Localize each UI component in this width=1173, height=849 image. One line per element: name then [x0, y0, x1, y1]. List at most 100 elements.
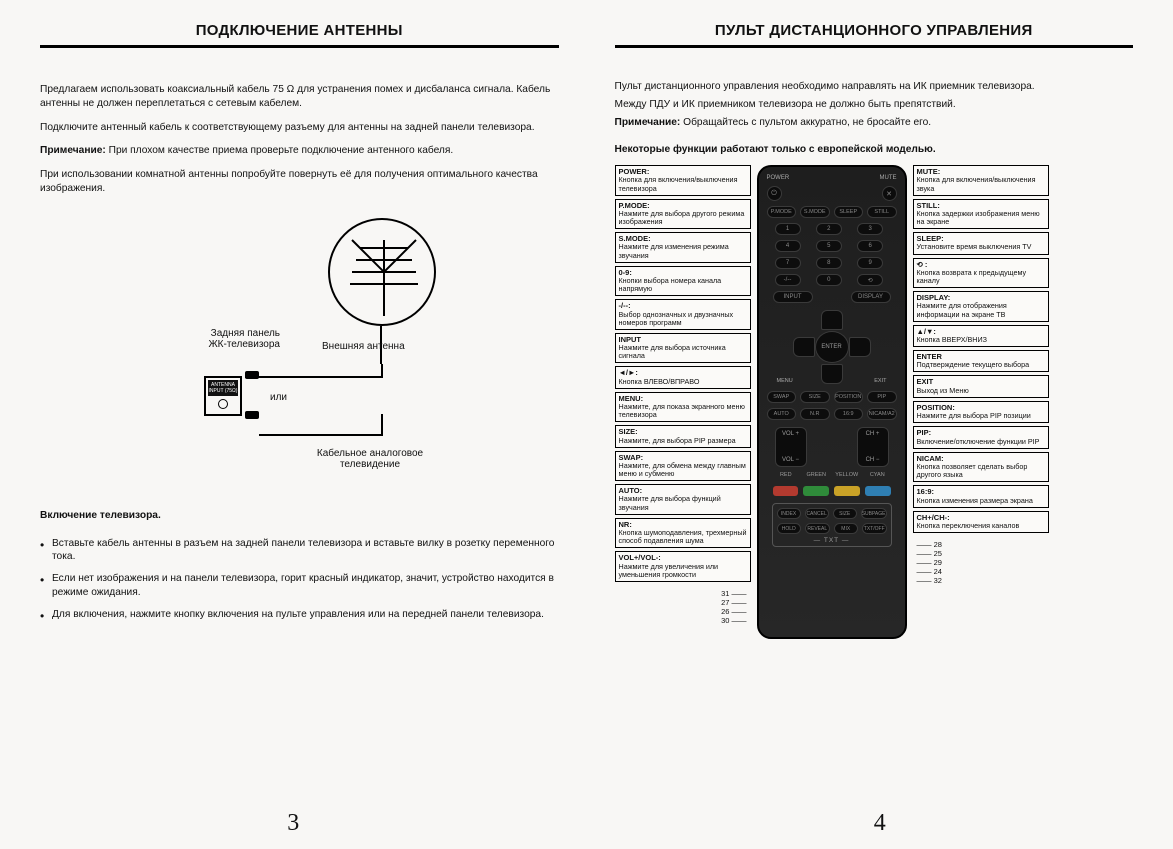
label-catv: Кабельное аналоговоетелевидение [300, 448, 440, 471]
outdoor-antenna-icon [330, 220, 438, 328]
enter-button[interactable]: ENTER [815, 331, 849, 363]
callout: SWAP:Нажмите, для обмена между главным м… [615, 451, 751, 482]
callout: SLEEP:Установите время выключения TV [913, 232, 1049, 254]
color-button[interactable] [865, 486, 891, 496]
fn-button[interactable]: AUTO [767, 408, 797, 420]
ttx-button[interactable]: TXT/OFF [862, 523, 887, 534]
pip-button[interactable]: PIP [867, 391, 897, 403]
digit-button[interactable]: 4 [775, 240, 801, 252]
mode-button[interactable]: S.MODE [800, 206, 830, 218]
intro-block: Предлагаем использовать коаксиальный каб… [40, 73, 559, 196]
note-text: Обращайтесь с пультом аккуратно, не брос… [683, 117, 931, 128]
ch-up-label: CH + [866, 431, 880, 437]
tv-jack-icon [218, 399, 228, 409]
color-label: CYAN [864, 472, 891, 478]
digit-button[interactable]: 3 [857, 223, 883, 235]
callout: STILL:Кнопка задержки изображения меню н… [913, 199, 1049, 230]
power-button[interactable]: ⏻ [767, 186, 782, 201]
pip-button[interactable]: POSITION [834, 391, 864, 403]
color-button[interactable] [834, 486, 860, 496]
callout: ⟲ :Кнопка возврата к предыдущему каналу [913, 258, 1049, 289]
callout: S.MODE:Нажмите для изменения режима звуч… [615, 232, 751, 263]
connector-icon [245, 371, 259, 379]
label-back-panel: Задняя панельЖК-телевизора [180, 328, 280, 351]
ttx-button[interactable]: MIX [834, 523, 859, 534]
mode-button[interactable]: STILL [867, 206, 897, 218]
mode-button[interactable]: SLEEP [834, 206, 864, 218]
ttx-button[interactable]: CANCEL [805, 508, 829, 519]
ttx-button[interactable]: INDEX [777, 508, 801, 519]
btn-label: POWER [767, 175, 790, 181]
callout: EXITВыход из Меню [913, 375, 1049, 397]
color-button[interactable] [803, 486, 829, 496]
callout: DISPLAY:Нажмите для отображения информац… [913, 291, 1049, 322]
para-2: Подключите антенный кабель к соответству… [40, 121, 559, 135]
ch-dn-label: CH − [866, 457, 880, 463]
vol-up-label: VOL + [782, 431, 799, 437]
index-numbers: 31 ——27 ——26 ——30 —— [615, 585, 751, 625]
mode-button[interactable]: P.MODE [767, 206, 797, 218]
callout: CH+/CH-:Кнопка переключения каналов [913, 511, 1049, 533]
digit-button[interactable]: 2 [816, 223, 842, 235]
remote-row: HOLDREVEAL MIXTXT/OFF [777, 523, 887, 534]
dpad-left[interactable] [793, 337, 815, 357]
dpad-right[interactable] [849, 337, 871, 357]
digit-button[interactable]: 5 [816, 240, 842, 252]
color-label: YELLOW [834, 472, 861, 478]
callout: ◄/►:Кнопка ВЛЕВО/ВПРАВО [615, 366, 751, 388]
color-labels-row: REDGREENYELLOWCYAN [767, 472, 897, 478]
fn-button[interactable]: 16:9 [834, 408, 864, 420]
pip-button[interactable]: SIZE [800, 391, 830, 403]
fn-button[interactable]: NICAM/A2 [867, 408, 897, 420]
callout: NICAM:Кнопка позволяет сделать выбор дру… [913, 452, 1049, 483]
dpad-up[interactable] [821, 310, 843, 330]
digit-button[interactable]: 6 [857, 240, 883, 252]
para-1: Пульт дистанционного управления необходи… [615, 80, 1134, 94]
callouts-right: MUTE:Кнопка для включения/выключения зву… [913, 165, 1049, 639]
list-item: Для включения, нажмите кнопку включения … [40, 608, 559, 622]
digit-button[interactable]: ⟲ [857, 274, 883, 286]
digit-button[interactable]: 1 [775, 223, 801, 235]
mute-button[interactable]: ✕ [882, 186, 897, 201]
ttx-button[interactable]: REVEAL [805, 523, 830, 534]
callout: 0-9:Кнопки выбора номера канала напрямую [615, 266, 751, 297]
digit-pad: 1 2 3 4 5 6 7 8 9 -/-- 0 ⟲ [767, 223, 897, 286]
intro-block: Пульт дистанционного управления необходи… [615, 70, 1134, 157]
para-4: При использовании комнатной антенны попр… [40, 168, 559, 196]
digit-button[interactable]: 0 [816, 274, 842, 286]
ttx-button[interactable]: HOLD [777, 523, 802, 534]
digit-button[interactable]: -/-- [775, 274, 801, 286]
antenna-circle [328, 218, 436, 326]
label-or: или [270, 392, 287, 404]
page-number: 4 [874, 810, 886, 837]
remote-row: AUTON.R 16:9NICAM/A2 [767, 408, 897, 420]
callout: -/--:Выбор однозначных и двузначных номе… [615, 299, 751, 330]
pip-button[interactable]: SWAP [767, 391, 797, 403]
remote-row: SWAPSIZE POSITIONPIP [767, 391, 897, 403]
cable-segment [259, 414, 383, 436]
volume-rocker[interactable]: VOL + VOL − [775, 427, 807, 467]
subhead-eu: Некоторые функции работают только с евро… [615, 143, 1134, 157]
dpad-cross: ENTER [793, 310, 871, 384]
callout: POWER:Кнопка для включения/выключения те… [615, 165, 751, 196]
callout: PIP:Включение/отключение функции PIP [913, 426, 1049, 448]
display-button[interactable]: DISPLAY [851, 291, 891, 303]
ttx-button[interactable]: SUBPAGE [861, 508, 887, 519]
callout: 16:9:Кнопка изменения размера экрана [913, 485, 1049, 507]
page-number: 3 [287, 810, 299, 837]
index-numbers: —— 28—— 25—— 29—— 24—— 32 [913, 536, 1049, 585]
digit-button[interactable]: 7 [775, 257, 801, 269]
dpad-down[interactable] [821, 364, 843, 384]
callout: VOL+/VOL-:Нажмите для увеличения или уме… [615, 551, 751, 582]
digit-button[interactable]: 9 [857, 257, 883, 269]
fn-button[interactable]: N.R [800, 408, 830, 420]
ttx-button[interactable]: SIZE [833, 508, 857, 519]
digit-button[interactable]: 8 [816, 257, 842, 269]
exit-label: EXIT [874, 378, 886, 384]
page-title-left: ПОДКЛЮЧЕНИЕ АНТЕННЫ [40, 22, 559, 39]
input-button[interactable]: INPUT [773, 291, 813, 303]
color-button[interactable] [773, 486, 799, 496]
para-3: Примечание: При плохом качестве приема п… [40, 144, 559, 158]
channel-rocker[interactable]: CH + CH − [857, 427, 889, 467]
remote-row: ⏻ ✕ [767, 186, 897, 201]
